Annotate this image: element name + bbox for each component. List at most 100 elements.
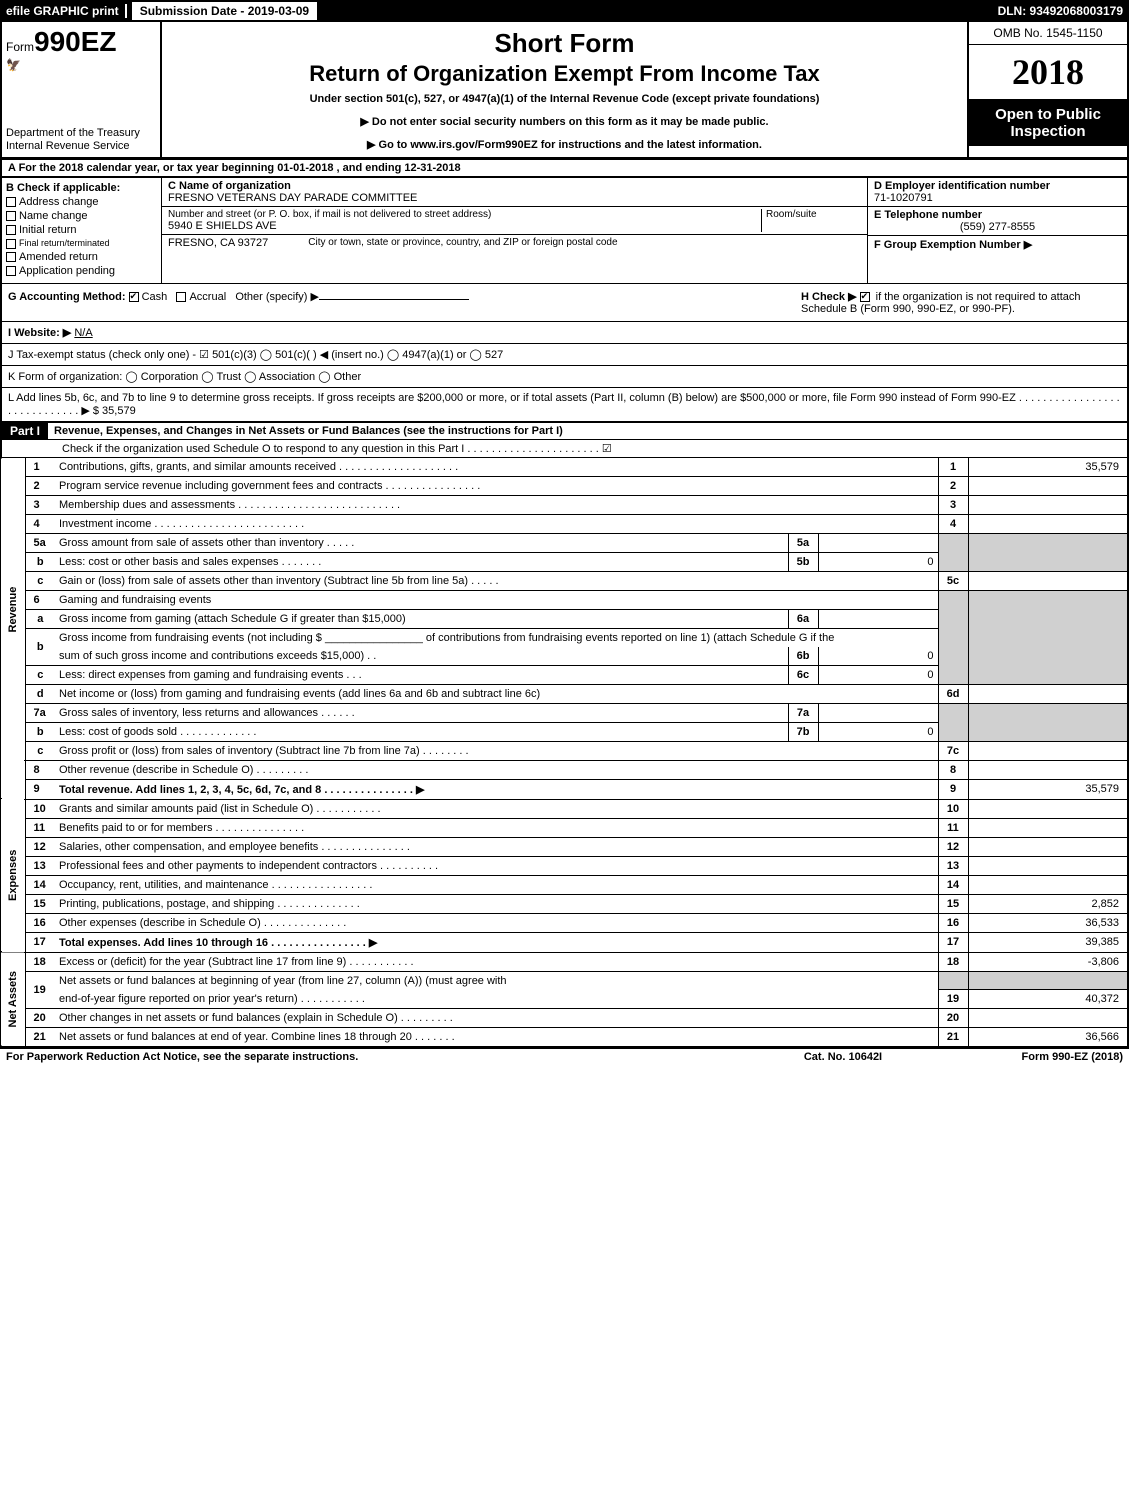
header-left: Form990EZ 🦅 Department of the Treasury I… (2, 22, 162, 157)
line-6-num: 6 (25, 590, 55, 609)
shade-5b (968, 533, 1128, 571)
part-1-label: Part I (2, 422, 48, 440)
line-16-amount: 36,533 (968, 913, 1128, 932)
g-other-input[interactable] (319, 299, 469, 300)
c-city-label: City or town, state or province, country… (308, 237, 617, 249)
g-accrual: Accrual (189, 291, 226, 303)
expenses-side-label: Expenses (1, 799, 25, 952)
line-10-amount (968, 799, 1128, 818)
form-number: 990EZ (34, 26, 117, 57)
b-initial-return[interactable]: Initial return (6, 224, 157, 236)
line-1-desc: Contributions, gifts, grants, and simila… (55, 458, 938, 477)
line-13-desc: Professional fees and other payments to … (55, 856, 938, 875)
shade-19 (938, 971, 968, 990)
checkbox-icon[interactable] (6, 266, 16, 276)
shade-19b (968, 971, 1128, 990)
line-3-num: 3 (25, 495, 55, 514)
line-13-box: 13 (938, 856, 968, 875)
col-d-e-f: D Employer identification number 71-1020… (867, 178, 1127, 283)
line-6-desc: Gaming and fundraising events (55, 590, 938, 609)
line-6d-num: d (25, 684, 55, 703)
header-center: Short Form Return of Organization Exempt… (162, 22, 967, 157)
checkbox-icon[interactable] (6, 252, 16, 262)
line-20-box: 20 (938, 1009, 968, 1028)
revenue-side-label: Revenue (1, 458, 25, 761)
line-19-amount: 40,372 (968, 990, 1128, 1009)
line-7c-desc: Gross profit or (loss) from sales of inv… (55, 741, 938, 760)
header-right: OMB No. 1545-1150 2018 Open to Public In… (967, 22, 1127, 157)
line-3-desc: Membership dues and assessments . . . . … (55, 495, 938, 514)
dept-treasury: Department of the Treasury Internal Reve… (6, 127, 156, 153)
line-8-amount (968, 760, 1128, 779)
line-5c-num: c (25, 571, 55, 590)
b-title: B Check if applicable: (6, 182, 157, 194)
i-value: N/A (74, 327, 92, 339)
form-prefix: Form (6, 40, 34, 54)
line-14-box: 14 (938, 875, 968, 894)
line-17-num: 17 (25, 932, 55, 952)
line-2-num: 2 (25, 476, 55, 495)
shade-5 (938, 533, 968, 571)
col-b-check-applicable: B Check if applicable: Address change Na… (2, 178, 162, 283)
line-6d-desc: Net income or (loss) from gaming and fun… (55, 684, 938, 703)
line-6c-desc: Less: direct expenses from gaming and fu… (55, 665, 788, 684)
c-addr-row: Number and street (or P. O. box, if mail… (162, 207, 867, 235)
checkbox-h-icon[interactable] (860, 292, 870, 302)
revenue-side-cont (1, 760, 25, 799)
lines-table: Revenue 1 Contributions, gifts, grants, … (0, 458, 1129, 1048)
shade-6b (968, 590, 1128, 684)
g-accounting: G Accounting Method: Cash Accrual Other … (8, 290, 801, 315)
line-6b-num: b (25, 628, 55, 665)
section-b-c-d-e-f: B Check if applicable: Address change Na… (0, 178, 1129, 284)
b-address-change[interactable]: Address change (6, 196, 157, 208)
line-19-desc: Net assets or fund balances at beginning… (55, 971, 938, 990)
line-7a-ibox: 7a (788, 703, 818, 722)
checkbox-icon[interactable] (6, 239, 16, 249)
line-7b-ibox: 7b (788, 722, 818, 741)
line-12-num: 12 (25, 837, 55, 856)
b-final-return[interactable]: Final return/terminated (6, 238, 157, 249)
f-group-exemption: F Group Exemption Number ▶ (868, 236, 1127, 253)
form-number-block: Form990EZ 🦅 (6, 26, 156, 72)
line-5a-desc: Gross amount from sale of assets other t… (55, 533, 788, 552)
g-label: G Accounting Method: (8, 291, 126, 303)
d-value: 71-1020791 (874, 192, 1121, 204)
line-21-num: 21 (25, 1028, 55, 1047)
line-9-box: 9 (938, 779, 968, 799)
line-6b-ival: 0 (818, 647, 938, 666)
line-9-num: 9 (25, 779, 55, 799)
line-4-desc: Investment income . . . . . . . . . . . … (55, 514, 938, 533)
line-18-box: 18 (938, 952, 968, 971)
line-14-amount (968, 875, 1128, 894)
checkbox-icon[interactable] (6, 211, 16, 221)
line-5c-box: 5c (938, 571, 968, 590)
b-application-pending[interactable]: Application pending (6, 265, 157, 277)
return-title: Return of Organization Exempt From Incom… (168, 61, 961, 87)
line-7c-amount (968, 741, 1128, 760)
checkbox-icon[interactable] (6, 225, 16, 235)
b-amended-return[interactable]: Amended return (6, 251, 157, 263)
line-20-desc: Other changes in net assets or fund bala… (55, 1009, 938, 1028)
line-5b-num: b (25, 552, 55, 571)
eagle-icon: 🦅 (6, 58, 156, 72)
line-8-box: 8 (938, 760, 968, 779)
f-label: F Group Exemption Number ▶ (874, 238, 1121, 251)
line-7a-ival (818, 703, 938, 722)
footer-catno: Cat. No. 10642I (743, 1051, 943, 1063)
arrow-line-2: ▶ Go to www.irs.gov/Form990EZ for instru… (168, 138, 961, 151)
checkbox-icon[interactable] (6, 197, 16, 207)
c-name-row: C Name of organization FRESNO VETERANS D… (162, 178, 867, 207)
line-6b-desc: Gross income from fundraising events (no… (55, 628, 938, 647)
shade-7b (968, 703, 1128, 741)
efile-label: efile GRAPHIC print (0, 4, 127, 18)
b-name-change[interactable]: Name change (6, 210, 157, 222)
checkbox-accrual-icon[interactable] (176, 292, 186, 302)
l-gross-receipts: L Add lines 5b, 6c, and 7b to line 9 to … (0, 388, 1129, 422)
e-value: (559) 277-8555 (874, 221, 1121, 233)
checkbox-cash-icon[interactable] (129, 292, 139, 302)
shade-7 (938, 703, 968, 741)
line-19-box: 19 (938, 990, 968, 1009)
line-6a-num: a (25, 609, 55, 628)
line-17-box: 17 (938, 932, 968, 952)
line-10-box: 10 (938, 799, 968, 818)
